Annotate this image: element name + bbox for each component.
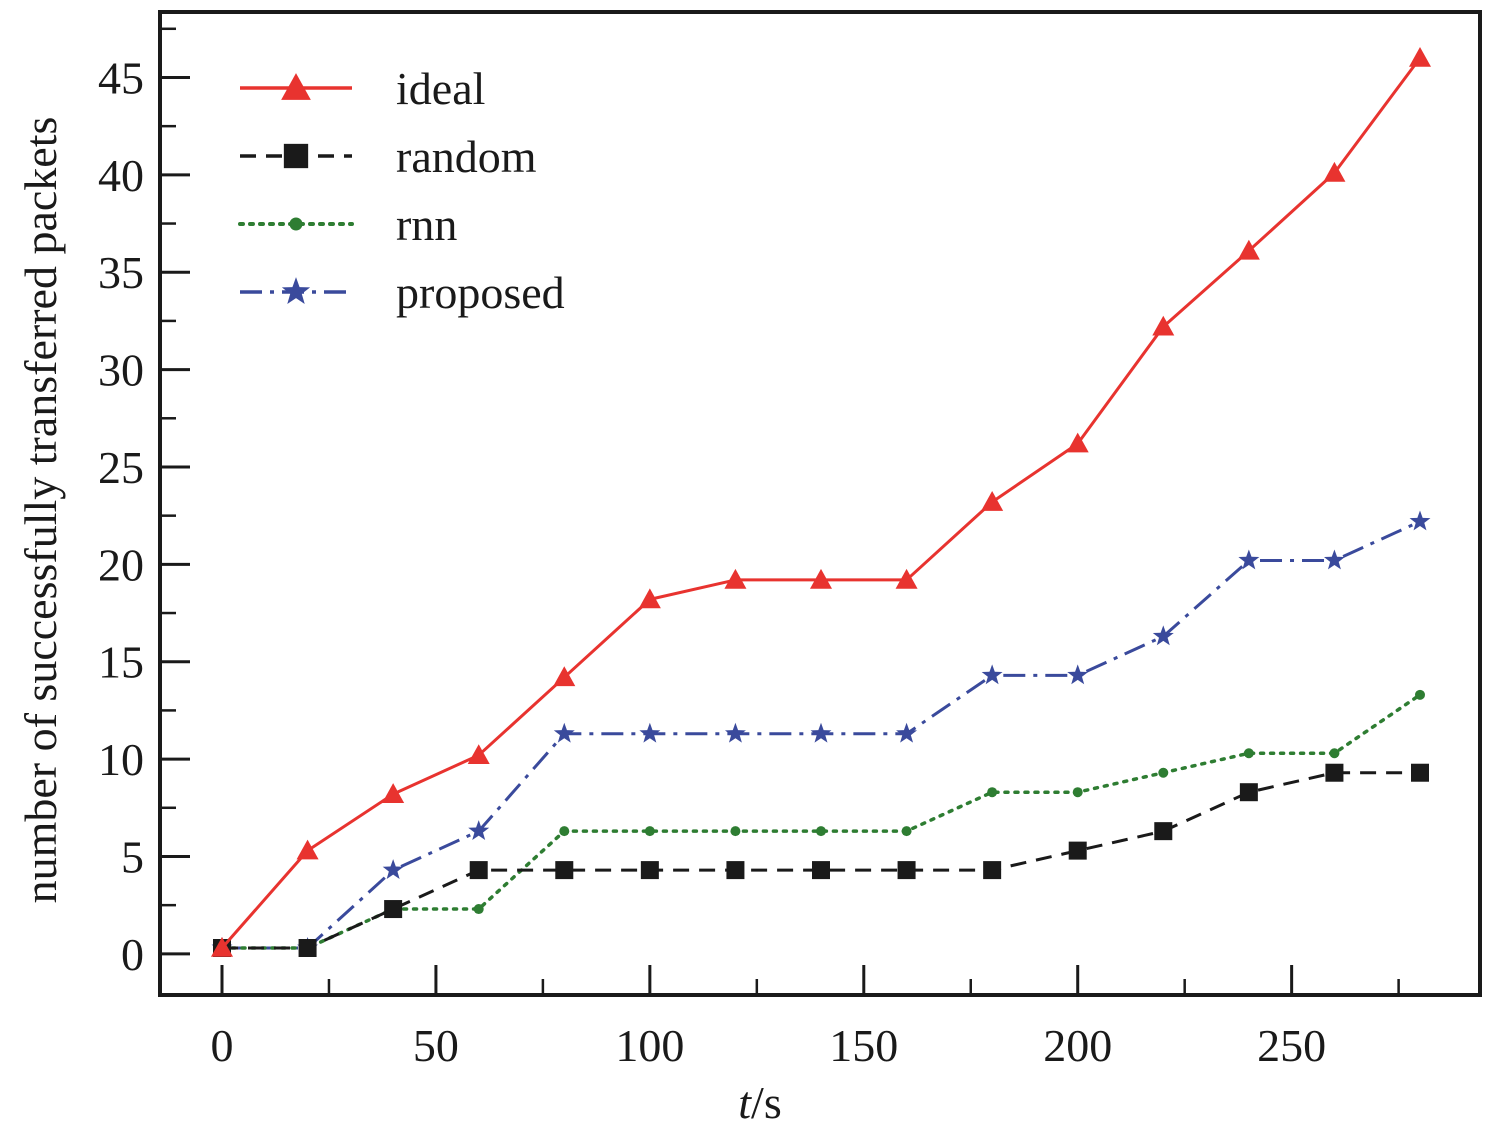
legend-item-proposed: proposed xyxy=(240,267,565,318)
triangle-marker xyxy=(467,744,490,764)
circle-marker xyxy=(1072,787,1083,798)
y-tick-label: 10 xyxy=(98,734,144,785)
square-marker xyxy=(640,861,659,880)
triangle-marker xyxy=(211,937,233,957)
circle-marker xyxy=(816,826,826,837)
y-tick-label: 35 xyxy=(98,247,144,298)
star-marker xyxy=(1409,510,1431,531)
y-tick-label: 40 xyxy=(98,150,144,201)
triangle-marker xyxy=(1323,161,1346,182)
square-marker xyxy=(812,861,830,880)
triangle-marker xyxy=(553,666,576,687)
triangle-marker xyxy=(1409,47,1431,67)
legend-label: proposed xyxy=(396,267,565,318)
y-axis-title: number of successfully transferred packe… xyxy=(15,117,66,904)
x-axis-title: t/s xyxy=(738,1077,781,1128)
triangle-marker xyxy=(382,783,405,803)
legend-item-rnn: rnn xyxy=(238,199,457,250)
star-marker xyxy=(1067,664,1089,685)
x-tick-label: 50 xyxy=(413,1020,459,1071)
square-marker xyxy=(469,861,488,880)
triangle-marker xyxy=(1237,239,1260,260)
y-tick-label: 0 xyxy=(121,929,144,980)
x-tick-label: 200 xyxy=(1043,1020,1112,1071)
circle-marker xyxy=(559,826,570,837)
star-marker xyxy=(382,859,404,879)
triangle-marker xyxy=(281,73,311,100)
triangle-marker xyxy=(638,588,661,609)
y-axis: 0 5 10 15 20 25 30 35 40 45 xyxy=(98,27,190,980)
circle-marker xyxy=(473,904,484,915)
triangle-marker xyxy=(1152,315,1175,336)
square-marker xyxy=(897,861,916,880)
star-marker xyxy=(281,277,311,305)
triangle-marker xyxy=(1066,432,1089,453)
star-marker xyxy=(1238,549,1260,570)
star-marker xyxy=(981,664,1003,685)
star-marker xyxy=(639,722,661,743)
circle-marker xyxy=(1158,767,1169,778)
series-line-rnn xyxy=(220,693,1422,950)
square-marker xyxy=(283,143,309,169)
star-marker xyxy=(896,722,918,743)
circle-marker xyxy=(644,826,655,837)
square-marker xyxy=(1154,822,1173,841)
square-marker xyxy=(983,861,1002,880)
star-marker xyxy=(468,820,490,841)
square-marker xyxy=(1411,763,1429,782)
triangle-marker xyxy=(810,568,832,589)
y-tick-label: 20 xyxy=(98,539,144,590)
series-line-ideal xyxy=(220,57,1422,949)
star-marker xyxy=(1152,625,1174,646)
series-random xyxy=(213,763,1429,957)
legend-label: random xyxy=(396,131,537,182)
square-marker xyxy=(298,939,317,957)
circle-marker xyxy=(730,826,741,837)
triangle-marker xyxy=(296,839,319,860)
series-line-random xyxy=(222,771,1420,950)
y-tick-label: 5 xyxy=(121,831,144,882)
star-marker xyxy=(724,722,746,743)
series-ideal xyxy=(211,47,1431,957)
legend-item-ideal: ideal xyxy=(240,63,485,114)
circle-marker xyxy=(987,787,998,798)
x-axis: 0 50 100 150 200 250 xyxy=(211,965,1400,1071)
square-marker xyxy=(384,900,403,919)
triangle-marker xyxy=(724,568,747,589)
square-marker xyxy=(555,861,574,880)
y-tick-label: 30 xyxy=(98,345,144,396)
x-tick-label: 250 xyxy=(1257,1020,1326,1071)
circle-marker xyxy=(289,217,303,231)
square-marker xyxy=(1068,841,1087,860)
circle-marker xyxy=(1243,748,1254,759)
triangle-marker xyxy=(981,491,1004,511)
legend: ideal random rnn proposed xyxy=(238,63,565,318)
star-marker xyxy=(553,722,575,743)
x-tick-label: 100 xyxy=(615,1020,684,1071)
square-marker xyxy=(1239,783,1258,802)
legend-label: ideal xyxy=(396,63,485,114)
star-marker xyxy=(810,722,832,743)
triangle-marker xyxy=(895,568,918,589)
circle-marker xyxy=(901,826,912,837)
circle-marker xyxy=(1329,748,1340,759)
y-tick-label: 15 xyxy=(98,637,144,688)
x-tick-label: 150 xyxy=(829,1020,898,1071)
series-layer xyxy=(211,47,1431,957)
y-tick-label: 45 xyxy=(98,52,144,103)
legend-item-random: random xyxy=(240,131,537,182)
y-tick-label: 25 xyxy=(98,442,144,493)
x-tick-label: 0 xyxy=(211,1020,234,1071)
square-marker xyxy=(726,861,745,880)
square-marker xyxy=(1325,763,1344,782)
circle-marker xyxy=(1415,689,1425,700)
plot-frame xyxy=(158,10,1482,997)
star-marker xyxy=(1323,549,1345,570)
legend-label: rnn xyxy=(396,199,457,250)
